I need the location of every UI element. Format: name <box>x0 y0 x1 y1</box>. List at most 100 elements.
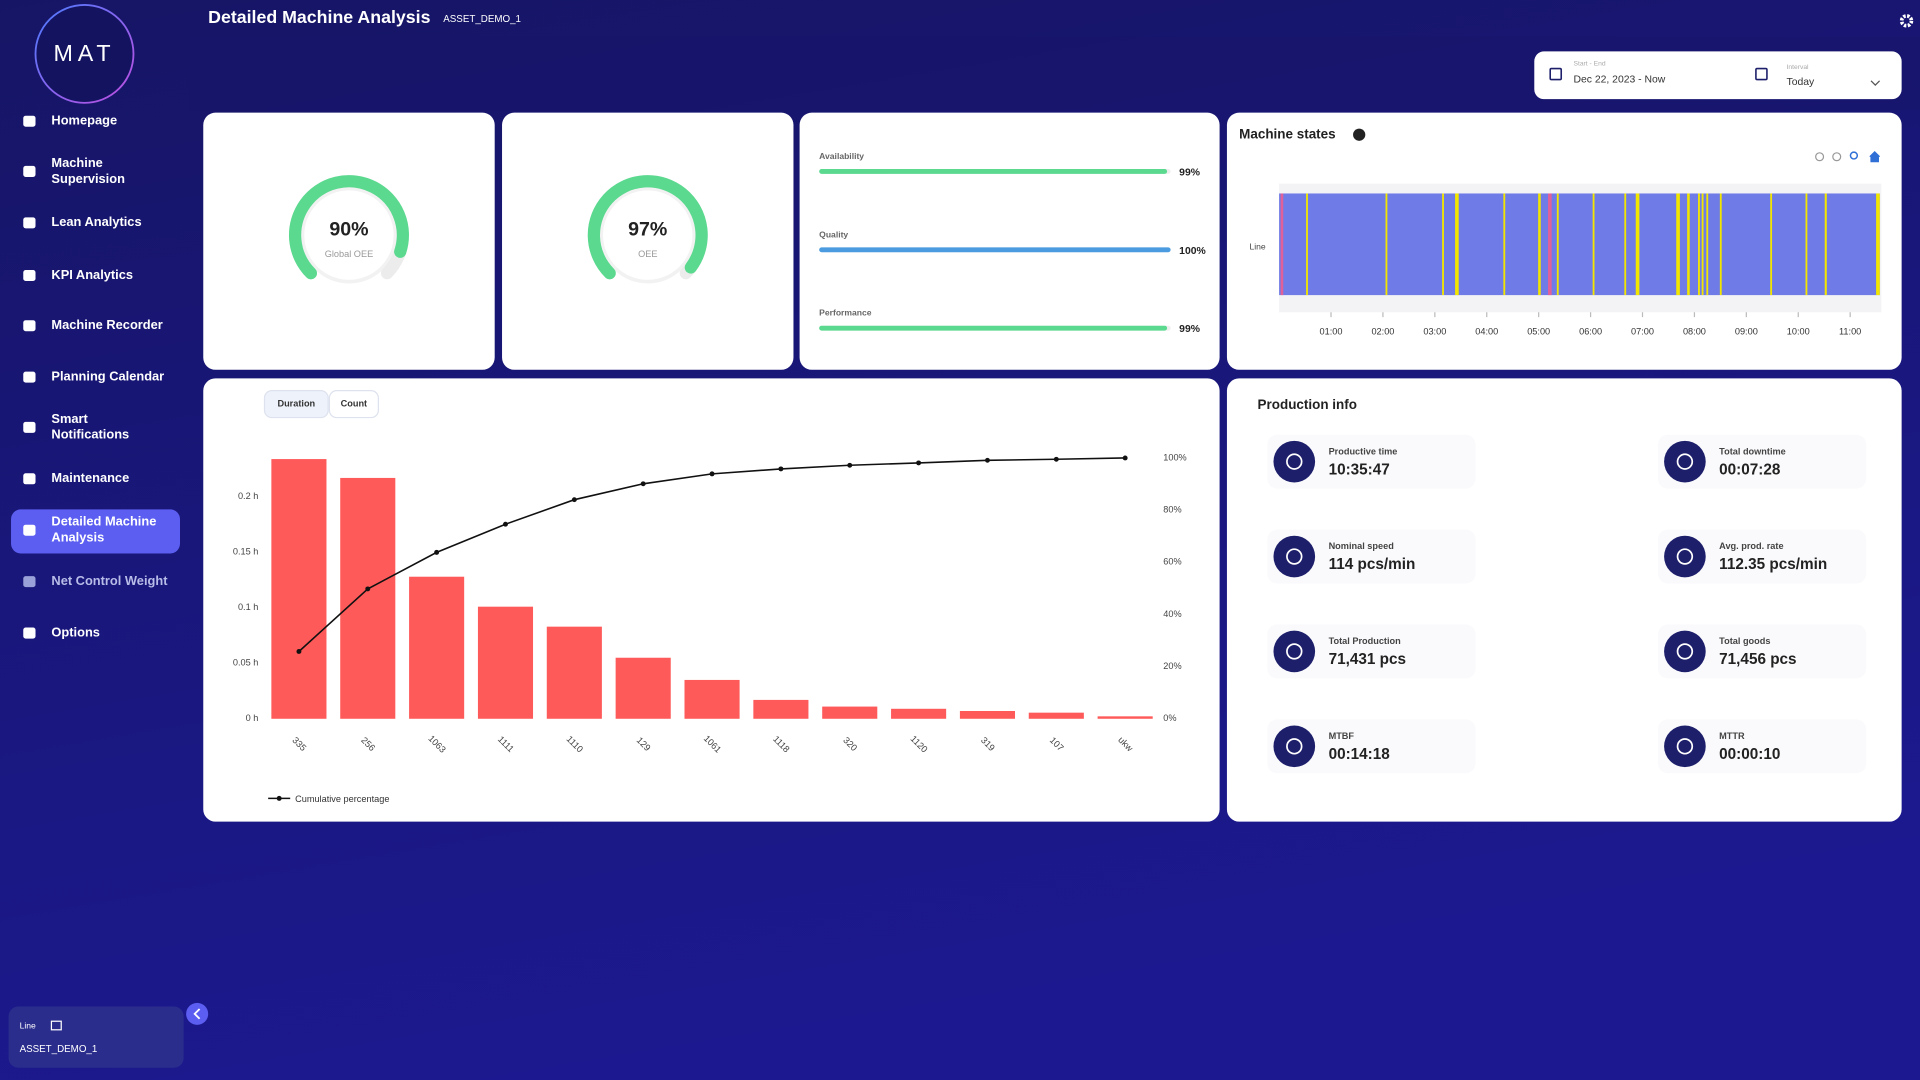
line-point <box>985 457 990 463</box>
factor-value: 100% <box>1179 246 1206 257</box>
nav-icon <box>23 165 36 177</box>
state-segment <box>1548 193 1552 296</box>
state-segment <box>1556 193 1559 296</box>
x-tick-label: 11:00 <box>1839 326 1861 336</box>
info-icon[interactable] <box>1353 128 1366 141</box>
bar <box>1028 712 1084 719</box>
gauge-value: 90% <box>329 218 368 240</box>
info-tile <box>1267 434 1476 489</box>
nav-icon <box>23 576 36 588</box>
info-tile <box>1657 434 1867 489</box>
info-icon <box>1273 725 1316 768</box>
page-title: Detailed Machine Analysis <box>208 7 430 27</box>
info-icon <box>1273 440 1316 483</box>
legend-point <box>276 795 282 801</box>
info-value: 114 pcs/min <box>1329 556 1416 573</box>
asset-name: ASSET_DEMO_1 <box>443 14 521 25</box>
x-tick-label: 02:00 <box>1371 326 1394 336</box>
state-segment <box>1503 193 1506 296</box>
dropdown-chevron[interactable] <box>1870 80 1881 86</box>
nav-icon <box>23 524 36 536</box>
x-tick-label: 03:00 <box>1423 326 1446 336</box>
x-tick-label: 04:00 <box>1475 326 1498 336</box>
chart-title: Machine states <box>1239 126 1335 141</box>
bar <box>959 711 1016 719</box>
gauge-face <box>300 186 398 284</box>
nav-label: Smart <box>51 411 88 426</box>
state-segment <box>1676 193 1680 296</box>
nav-label: Analysis <box>51 530 104 545</box>
state-segment <box>1635 193 1640 296</box>
y-tick-label: 0.15 h <box>233 547 259 557</box>
card <box>1226 378 1902 822</box>
bar <box>753 699 809 719</box>
info-label: Nominal speed <box>1329 541 1394 551</box>
nav-icon <box>23 115 36 127</box>
state-segment <box>1719 193 1722 296</box>
factor-bar <box>819 247 1171 253</box>
nav-icon <box>23 270 36 282</box>
settings-icon[interactable] <box>1899 14 1914 28</box>
info-tile <box>1267 719 1476 774</box>
state-segment <box>1538 193 1541 296</box>
toggle-button[interactable] <box>263 390 329 419</box>
line-label: Line <box>20 1020 36 1030</box>
factor-value: 99% <box>1179 324 1200 335</box>
info-tile <box>1657 719 1867 774</box>
legend-label[interactable]: Cumulative percentage <box>295 794 389 804</box>
state-segment <box>1455 193 1459 296</box>
y2-tick-label: 40% <box>1163 609 1181 619</box>
state-segment <box>1280 193 1284 296</box>
info-icon <box>1664 725 1706 768</box>
collapse-button[interactable] <box>186 1002 209 1025</box>
state-segment <box>1805 193 1808 296</box>
state-segment <box>1701 193 1704 296</box>
toggle-button[interactable] <box>328 390 379 419</box>
icon <box>193 1008 201 1020</box>
zoom-select[interactable] <box>1849 151 1859 160</box>
toggle-label: Duration <box>277 399 315 409</box>
info-label: Total Production <box>1329 636 1402 646</box>
interval-label: Interval <box>1787 64 1810 71</box>
line-point <box>434 549 440 555</box>
gauge-label: Global OEE <box>325 249 373 259</box>
state-segment <box>1876 193 1880 296</box>
info-value: 71,456 pcs <box>1719 651 1796 668</box>
bar <box>822 706 878 719</box>
nav-icon <box>23 371 36 383</box>
x-tick-label: 01:00 <box>1320 326 1343 336</box>
logo[interactable] <box>34 3 135 104</box>
info-value: 71,431 pcs <box>1329 651 1406 668</box>
info-icon <box>1664 535 1706 578</box>
y-tick-label: 0.05 h <box>233 658 259 668</box>
bar <box>409 576 465 719</box>
line-point <box>709 471 715 477</box>
line-card[interactable] <box>8 1006 184 1068</box>
nav-label: Machine Recorder <box>51 317 162 332</box>
date-filter[interactable] <box>1534 51 1902 100</box>
line-point <box>571 497 577 503</box>
state-segment <box>1624 193 1627 296</box>
info-icon <box>1273 535 1316 578</box>
nav-label: Notifications <box>51 427 129 442</box>
logo-text: MAT <box>53 40 115 66</box>
x-tick-label: 10:00 <box>1787 326 1810 336</box>
x-tick-label: 06:00 <box>1579 326 1602 336</box>
state-segment <box>1687 193 1690 296</box>
factor-label: Performance <box>819 308 872 318</box>
info-tile <box>1657 529 1867 584</box>
zoom-reset[interactable] <box>1869 150 1881 163</box>
line-point <box>296 649 302 654</box>
zoom-in[interactable] <box>1815 152 1825 162</box>
gauge-label: OEE <box>638 249 657 259</box>
nav-label: Planning Calendar <box>51 369 164 384</box>
state-segment <box>1279 193 1880 296</box>
nav-icon <box>23 217 36 229</box>
y2-tick-label: 100% <box>1163 452 1186 462</box>
info-icon-glyph <box>1286 453 1303 470</box>
zoom-out[interactable] <box>1832 152 1842 162</box>
info-icon-glyph <box>1676 453 1694 470</box>
factor-value: 99% <box>1179 167 1200 178</box>
line-point <box>916 460 922 466</box>
